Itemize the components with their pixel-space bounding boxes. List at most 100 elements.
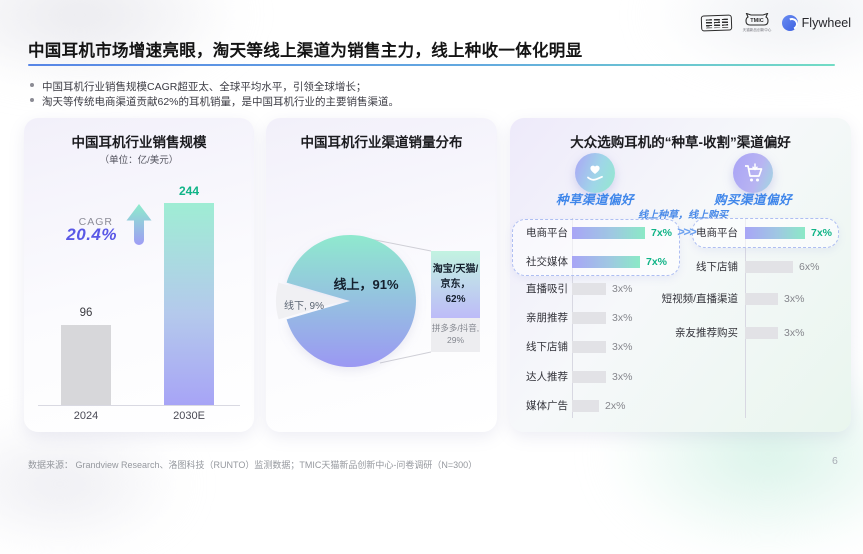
pie-slice-online: [286, 235, 416, 367]
bar-2030e: [164, 203, 214, 405]
flywheel-logo: Flywheel: [781, 15, 851, 31]
buy-row: 短视频/直播渠道 3x%: [510, 293, 851, 305]
seed-row-label: 达人推荐: [526, 371, 568, 383]
seed-row-bar: [572, 341, 606, 353]
logo-strip: TMIC 天猫新品创新中心 Flywheel: [700, 12, 851, 34]
breakdown-pdd-line2: 29%: [446, 335, 464, 345]
seed-row-value: 3x%: [612, 341, 633, 353]
tmic-logo: TMIC 天猫新品创新中心: [741, 13, 773, 33]
seed-row-bar: [572, 312, 606, 324]
x-axis-line: [38, 405, 240, 406]
card-channel-preference: 大众选购耳机的“种草-收割”渠道偏好 种草渠道偏好 购买渠道偏好 线上种草，线上…: [510, 118, 851, 432]
seed-row-label: 社交媒体: [526, 256, 568, 268]
bullet-dot-icon: [30, 83, 34, 87]
seed-row-bar: [572, 227, 645, 239]
buy-row-bar: [745, 227, 805, 239]
breakdown-label-pdd: 拼多多/抖音, 29%: [431, 318, 480, 352]
cart-icon: [745, 163, 763, 182]
card-channel-distribution: 中国耳机行业渠道销量分布 线上，91% 线下, 9% 淘宝/天猫/ 京东，62%…: [266, 118, 497, 432]
seed-row: 社交媒体 7x%: [510, 256, 851, 268]
tmall-cat-icon: TMIC: [745, 13, 769, 26]
seed-row: 达人推荐 3x%: [510, 371, 851, 383]
seed-row-value: 7x%: [651, 227, 673, 239]
pie-chart: [275, 235, 480, 367]
card-channels-title: 中国耳机行业渠道销量分布: [300, 135, 463, 150]
buy-row-value: 3x%: [784, 327, 805, 339]
seed-row-label: 亲朋推荐: [526, 312, 568, 324]
x-tick-2024: 2024: [73, 410, 99, 422]
svg-text:TMIC: TMIC: [750, 18, 763, 24]
buy-icon-circle: [733, 153, 773, 193]
bridge-annotation: 线上种草，线上购买: [638, 210, 728, 221]
seed-row-value: 2x%: [605, 400, 626, 412]
growth-arrow-icon: [126, 204, 152, 245]
breakdown-segment-taobao: [431, 251, 480, 318]
flywheel-icon: [781, 15, 798, 31]
callout-line-bottom: [379, 351, 432, 364]
buy-row-label: 亲友推荐购买: [675, 327, 738, 339]
buy-axis-line: [745, 218, 746, 418]
buy-row-value: 7x%: [811, 227, 833, 239]
seed-row-value: 3x%: [612, 371, 633, 383]
seed-row: 媒体广告 2x%: [510, 400, 851, 412]
seed-row-value: 3x%: [612, 312, 633, 324]
seed-row-label: 直播吸引: [526, 283, 568, 295]
bullet-text: 中国耳机行业销售规模CAGR超亚太、全球平均水平，引领全球增长；: [42, 81, 367, 93]
seed-row-bar: [572, 371, 606, 383]
buy-row-bar: [745, 293, 778, 305]
data-source-text: 数据来源： Grandview Research、洛图科技（RUNTO）监测数据…: [28, 460, 478, 470]
stamp-logo: [700, 14, 732, 32]
seed-row: 直播吸引 3x%: [510, 283, 851, 295]
buy-row-bar: [745, 261, 793, 273]
pie-label-offline: 线下, 9%: [283, 301, 324, 312]
heart-in-hand-icon: [587, 165, 603, 181]
seed-row-label: 电商平台: [526, 227, 568, 239]
bar-value-2030: 244: [178, 184, 200, 198]
breakdown-pdd-line1: 拼多多/抖音,: [431, 323, 480, 334]
x-tick-2030e: 2030E: [173, 410, 205, 422]
page-number: 6: [832, 455, 838, 467]
chevrons-arrow: >>>: [677, 224, 697, 239]
breakdown-segment-pdd: [431, 318, 480, 352]
page-title: 中国耳机市场增速亮眼，淘天等线上渠道为销售主力，线上种收一体化明显: [28, 42, 583, 60]
tmic-sublabel: 天猫新品创新中心: [742, 27, 772, 32]
seed-heading: 种草渠道偏好: [555, 193, 634, 207]
seed-row-bar: [572, 400, 599, 412]
title-underline: [28, 64, 835, 66]
bullet-text: 淘天等传统电商渠道贡献62%的耳机销量，是中国耳机行业的主要销售渠道。: [42, 96, 400, 108]
buy-row-label: 短视频/直播渠道: [661, 293, 738, 305]
pie-slice-offline: [275, 282, 342, 320]
stamp-glyph-icon: [705, 18, 712, 28]
seed-row-label: 媒体广告: [526, 400, 568, 412]
buy-row-bar: [745, 327, 778, 339]
seed-row: 电商平台 7x%: [510, 227, 851, 239]
seed-row-bar: [572, 256, 640, 268]
seed-row: 线下店铺 3x%: [510, 341, 851, 353]
seed-icon-circle: [575, 153, 615, 193]
buy-heading: 购买渠道偏好: [713, 193, 792, 207]
card-sales-scale: 中国耳机行业销售规模 （单位：亿/美元） CAGR 20.4% 96 244 2…: [24, 118, 254, 432]
flywheel-wordmark: Flywheel: [801, 16, 851, 30]
stamp-glyph-icon: [721, 18, 728, 28]
breakdown-label-taobao: 淘宝/天猫/ 京东，62%: [431, 251, 480, 318]
seed-row-value: 7x%: [646, 256, 668, 268]
bullet-dot-icon: [30, 98, 34, 102]
buy-row: 线下店铺 6x%: [510, 261, 851, 273]
corner-glow-bottom-left: [0, 414, 190, 554]
card-sales-title: 中国耳机行业销售规模: [71, 135, 207, 150]
buy-row-value: 3x%: [784, 293, 805, 305]
cagr-label: CAGR: [78, 216, 113, 228]
seed-row-bar: [572, 283, 606, 295]
buy-row-label: 线下店铺: [696, 261, 738, 273]
breakdown-taobao-line1: 淘宝/天猫/: [432, 264, 479, 275]
bar-2024: [61, 325, 111, 405]
breakdown-taobao-line2: 京东，62%: [440, 279, 471, 305]
card-preference-title: 大众选购耳机的“种草-收割”渠道偏好: [570, 135, 791, 150]
pie-label-online: 线上，91%: [333, 277, 399, 292]
seed-row-label: 线下店铺: [526, 341, 568, 353]
buy-row: 电商平台 7x%: [510, 227, 851, 239]
buy-row-value: 6x%: [799, 261, 820, 273]
bar-value-2024: 96: [79, 307, 93, 319]
bullet-item: 中国耳机行业销售规模CAGR超亚太、全球平均水平，引领全球增长；: [30, 79, 730, 94]
buy-row-label: 电商平台: [696, 227, 738, 239]
